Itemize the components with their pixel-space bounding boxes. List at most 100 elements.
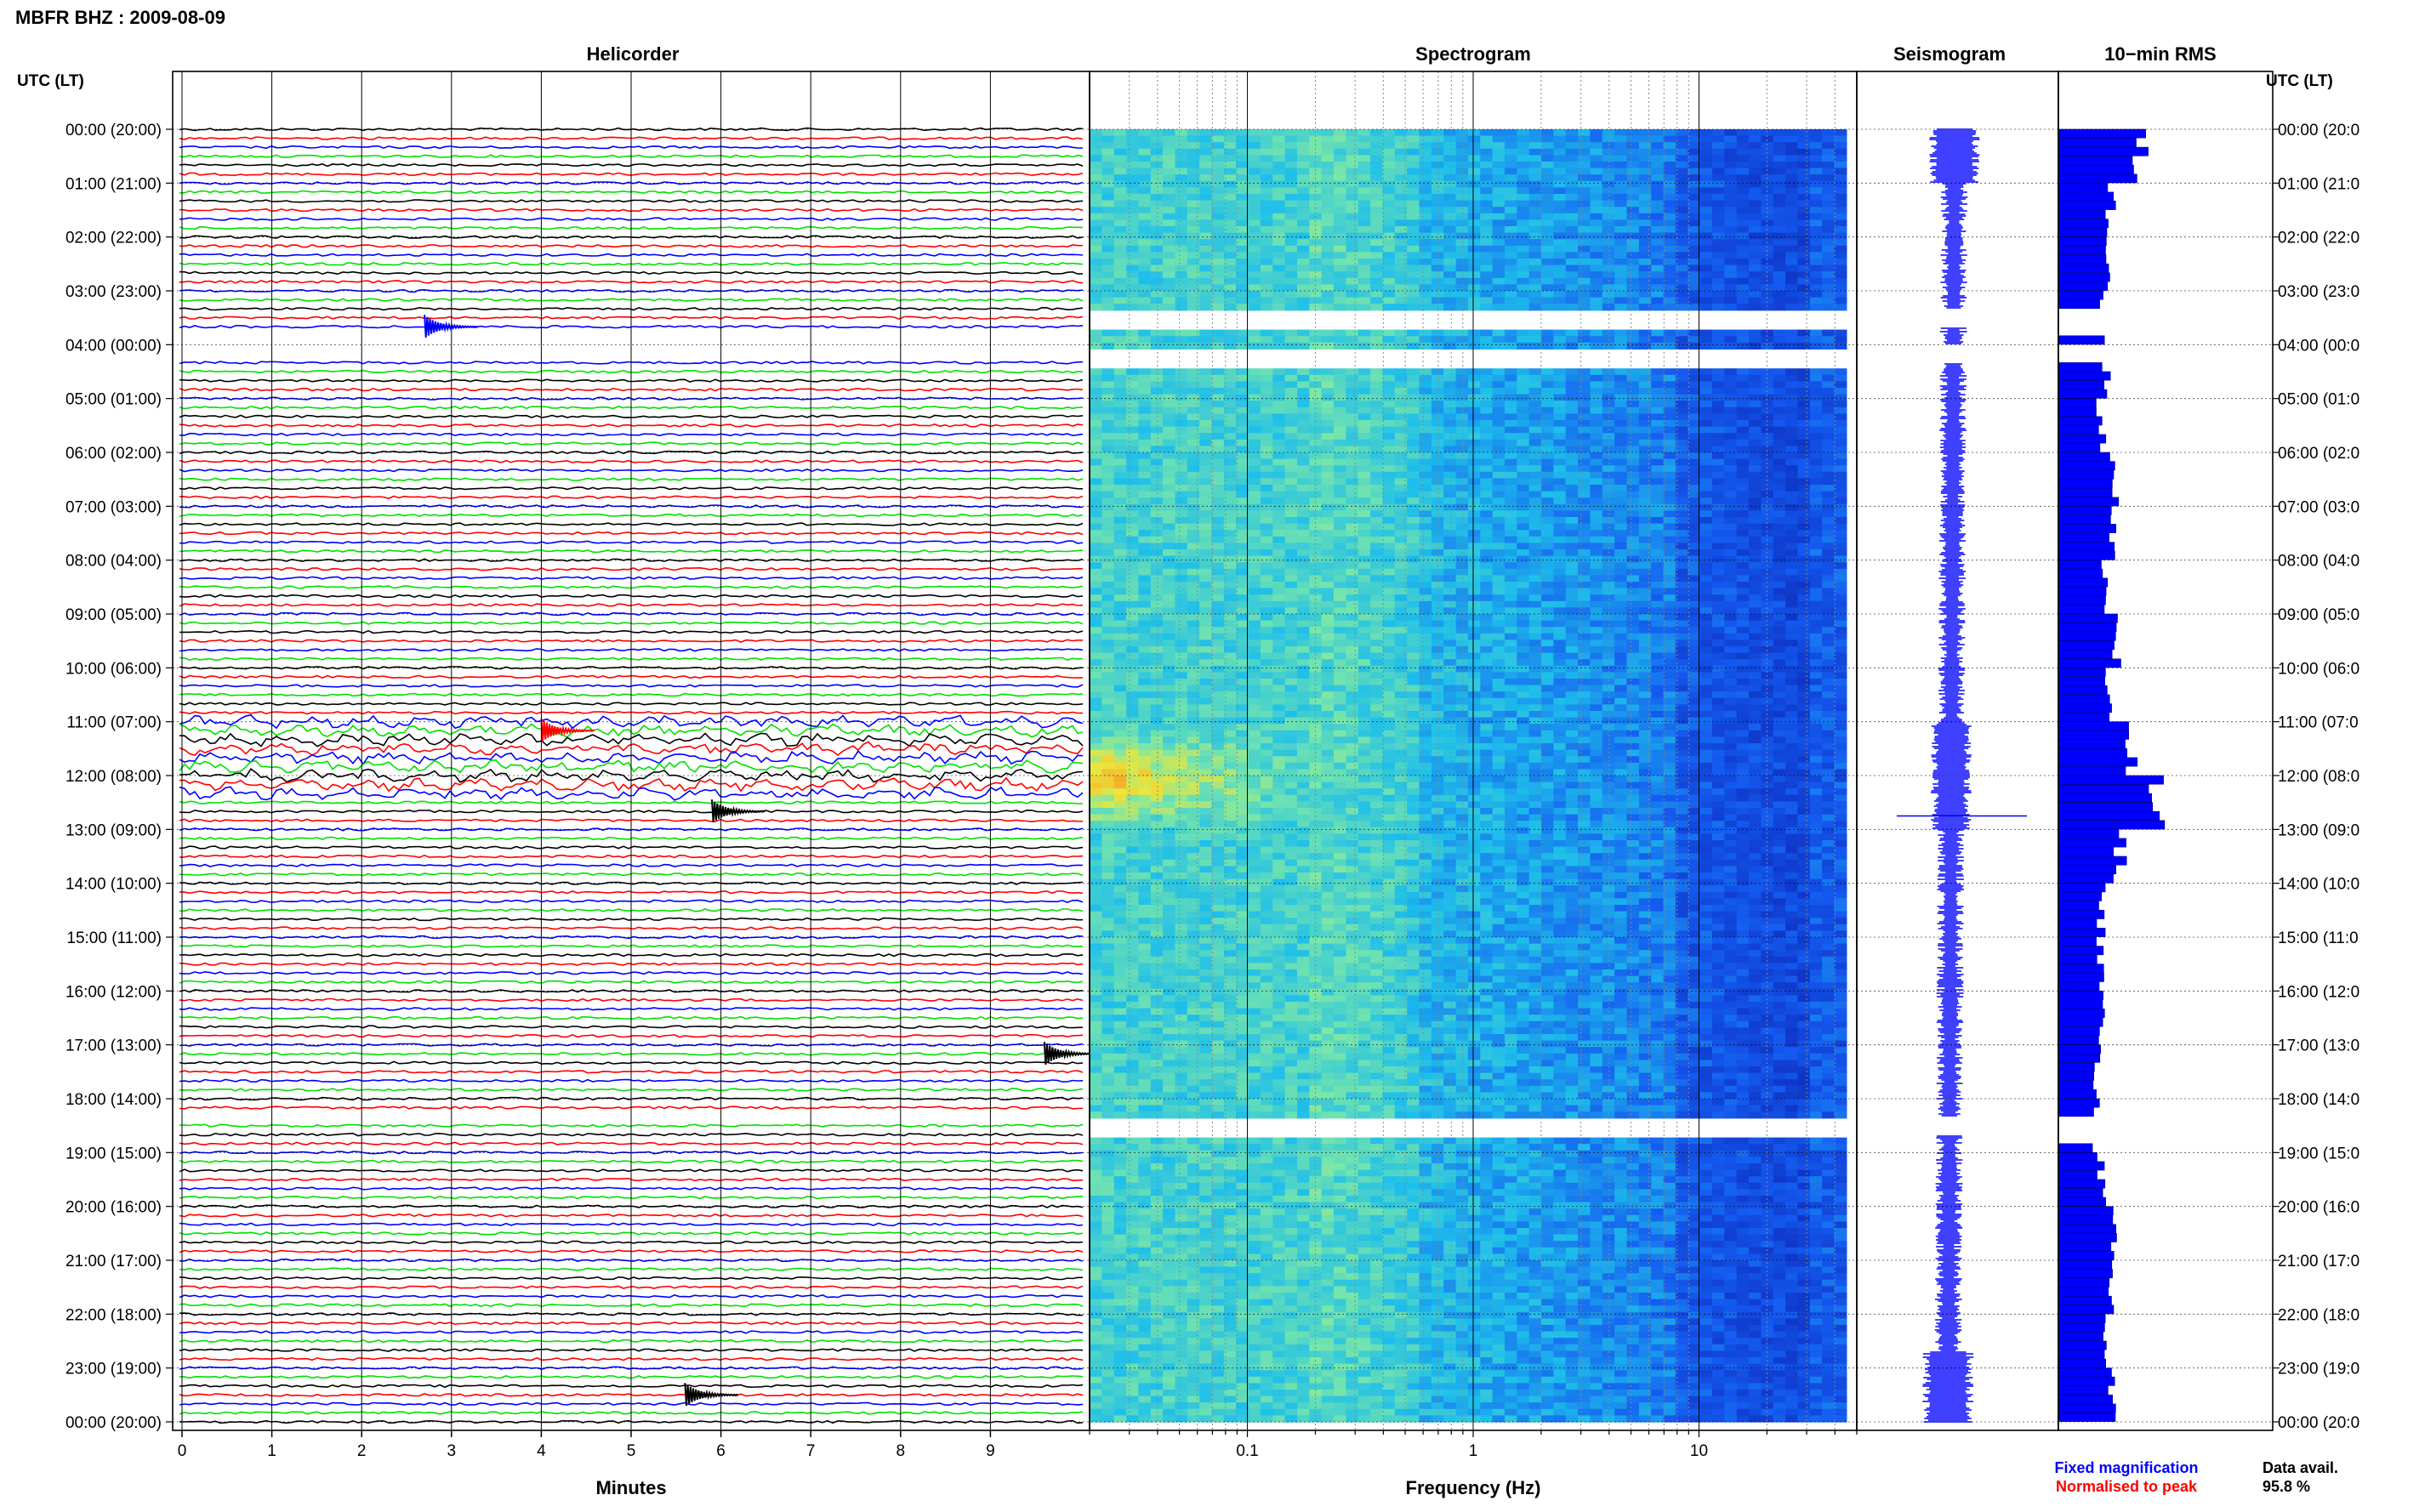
- spectrogram-cell: [1260, 129, 1273, 137]
- spectrogram-cell: [1505, 200, 1517, 207]
- spectrogram-cell: [1321, 207, 1335, 214]
- spectrogram-cell: [1187, 510, 1200, 518]
- spectrogram-cell: [1712, 187, 1725, 195]
- spectrogram-cell: [1113, 530, 1127, 537]
- spectrogram-cell: [1578, 168, 1591, 175]
- spectrogram-cell: [1553, 342, 1567, 350]
- spectrogram-cell: [1346, 284, 1359, 292]
- spectrogram-cell: [1211, 304, 1225, 311]
- spectrogram-cell: [1590, 174, 1603, 182]
- spectrogram-cell: [1541, 271, 1554, 279]
- spectrogram-cell: [1651, 588, 1665, 595]
- spectrogram-cell: [1272, 219, 1286, 227]
- spectrogram-cell: [1809, 652, 1823, 660]
- spectrogram-cell: [1419, 271, 1432, 279]
- spectrogram-cell: [1346, 200, 1359, 207]
- spectrogram-cell: [1565, 452, 1579, 460]
- spectrogram-cell: [1602, 594, 1615, 602]
- spectrogram-cell: [1346, 458, 1359, 466]
- spectrogram-cell: [1334, 530, 1346, 537]
- spectrogram-cell: [1565, 523, 1579, 531]
- spectrogram-cell: [1187, 517, 1200, 525]
- spectrogram-cell: [1284, 659, 1298, 667]
- spectrogram-cell: [1749, 394, 1762, 401]
- spectrogram-cell: [1797, 232, 1811, 240]
- spectrogram-cell: [1517, 259, 1530, 266]
- spectrogram-cell: [1736, 239, 1750, 247]
- spectrogram-cell: [1357, 478, 1371, 486]
- spectrogram-cell: [1736, 368, 1750, 376]
- spectrogram-cell: [1455, 620, 1469, 628]
- spectrogram-cell: [1602, 555, 1615, 563]
- spectrogram-cell: [1090, 485, 1102, 492]
- spectrogram-cell: [1163, 245, 1176, 253]
- spectrogram-cell: [1321, 639, 1335, 647]
- spectrogram-cell: [1382, 342, 1396, 350]
- spectrogram-cell: [1773, 420, 1786, 428]
- spectrogram-cell: [1419, 478, 1432, 486]
- spectrogram-cell: [1272, 297, 1286, 304]
- spectrogram-cell: [1565, 433, 1579, 441]
- spectrogram-cell: [1297, 142, 1310, 150]
- spectrogram-cell: [1211, 388, 1225, 395]
- spectrogram-cell: [1272, 582, 1286, 589]
- spectrogram-cell: [1602, 485, 1615, 492]
- spectrogram-cell: [1505, 174, 1517, 182]
- spectrogram-cell: [1590, 652, 1603, 660]
- spectrogram-cell: [1541, 607, 1554, 615]
- spectrogram-cell: [1467, 503, 1481, 511]
- spectrogram-cell: [1126, 523, 1140, 531]
- spectrogram-cell: [1651, 162, 1665, 169]
- spectrogram-cell: [1175, 277, 1188, 285]
- spectrogram-cell: [1163, 665, 1176, 673]
- spectrogram-cell: [1407, 264, 1420, 272]
- spectrogram-cell: [1505, 291, 1517, 298]
- spectrogram-cell: [1113, 420, 1127, 428]
- spectrogram-cell: [1638, 226, 1652, 234]
- spectrogram-cell: [1419, 381, 1432, 389]
- spectrogram-cell: [1651, 207, 1665, 214]
- spectrogram-cell: [1712, 620, 1725, 628]
- spectrogram-cell: [1236, 665, 1249, 673]
- spectrogram-cell: [1688, 342, 1701, 350]
- spectrogram-cell: [1187, 187, 1200, 195]
- spectrogram-cell: [1211, 194, 1225, 202]
- spectrogram-cell: [1480, 232, 1494, 240]
- spectrogram-cell: [1809, 368, 1823, 376]
- spectrogram-cell: [1163, 148, 1176, 156]
- spectrogram-cell: [1797, 213, 1811, 220]
- spectrogram-cell: [1528, 485, 1542, 492]
- spectrogram-cell: [1175, 439, 1188, 446]
- spectrogram-cell: [1407, 135, 1420, 143]
- spectrogram-cell: [1443, 284, 1457, 292]
- spectrogram-cell: [1749, 568, 1762, 576]
- spectrogram-cell: [1443, 342, 1457, 350]
- spectrogram-cell: [1236, 426, 1249, 434]
- spectrogram-cell: [1724, 194, 1738, 202]
- spectrogram-cell: [1761, 652, 1774, 660]
- spectrogram-cell: [1260, 588, 1273, 595]
- spectrogram-cell: [1699, 271, 1713, 279]
- spectrogram-cell: [1565, 162, 1579, 169]
- spectrogram-cell: [1834, 627, 1847, 634]
- spectrogram-cell: [1822, 264, 1836, 272]
- spectrogram-cell: [1272, 129, 1286, 137]
- spectrogram-cell: [1614, 491, 1628, 498]
- spectrogram-cell: [1578, 232, 1591, 240]
- spectrogram-cell: [1321, 652, 1335, 660]
- spectrogram-cell: [1773, 503, 1786, 511]
- spectrogram-cell: [1578, 194, 1591, 202]
- spectrogram-cell: [1309, 420, 1323, 428]
- spectrogram-cell: [1101, 659, 1115, 667]
- spectrogram-cell: [1163, 485, 1176, 492]
- spectrogram-cell: [1394, 536, 1408, 543]
- spectrogram-cell: [1467, 665, 1481, 673]
- spectrogram-cell: [1565, 284, 1579, 292]
- spectrogram-cell: [1712, 659, 1725, 667]
- spectrogram-cell: [1138, 646, 1152, 654]
- spectrogram-cell: [1309, 633, 1323, 640]
- spectrogram-cell: [1602, 568, 1615, 576]
- spectrogram-cell: [1407, 174, 1420, 182]
- spectrogram-cell: [1199, 517, 1213, 525]
- spectrogram-cell: [1443, 374, 1457, 382]
